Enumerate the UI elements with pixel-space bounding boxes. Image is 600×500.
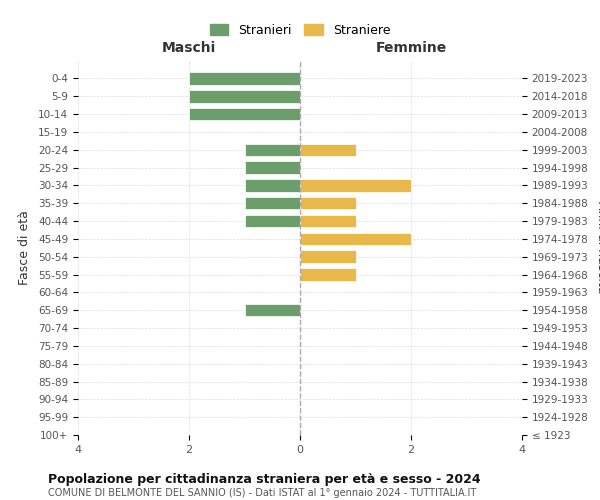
Text: Maschi: Maschi	[162, 42, 216, 56]
Y-axis label: Fasce di età: Fasce di età	[18, 210, 31, 285]
Bar	[300, 250, 355, 263]
Bar	[300, 268, 355, 281]
Y-axis label: Anni di nascita: Anni di nascita	[595, 201, 600, 294]
Bar	[189, 90, 300, 102]
Bar	[245, 162, 300, 174]
Bar	[245, 144, 300, 156]
Text: Popolazione per cittadinanza straniera per età e sesso - 2024: Popolazione per cittadinanza straniera p…	[48, 472, 481, 486]
Bar	[245, 304, 300, 316]
Bar	[300, 179, 411, 192]
Bar	[189, 108, 300, 120]
Bar	[245, 179, 300, 192]
Bar	[300, 144, 355, 156]
Bar	[245, 215, 300, 228]
Bar	[245, 197, 300, 209]
Bar	[189, 72, 300, 85]
Legend: Stranieri, Straniere: Stranieri, Straniere	[203, 18, 397, 43]
Bar	[300, 197, 355, 209]
Text: Femmine: Femmine	[376, 42, 446, 56]
Bar	[300, 232, 411, 245]
Text: COMUNE DI BELMONTE DEL SANNIO (IS) - Dati ISTAT al 1° gennaio 2024 - TUTTITALIA.: COMUNE DI BELMONTE DEL SANNIO (IS) - Dat…	[48, 488, 476, 498]
Bar	[300, 215, 355, 228]
